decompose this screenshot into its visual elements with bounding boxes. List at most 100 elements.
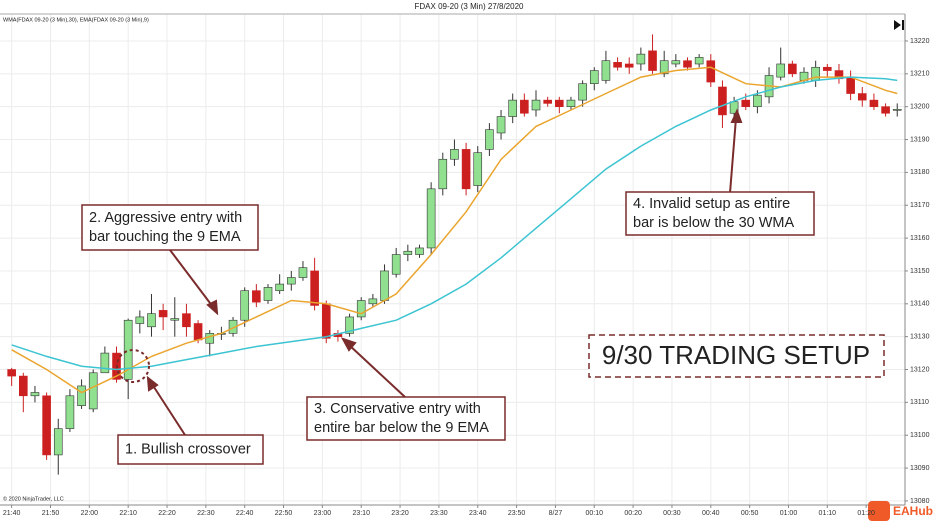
y-tick-label: 13190 (910, 136, 930, 143)
candle-body (857, 93, 867, 101)
candle-body (147, 313, 156, 328)
annotation-text: bar touching the 9 EMA (89, 229, 241, 245)
candle-body (356, 300, 366, 318)
x-tick-label: 22:10 (119, 510, 137, 517)
annotations: 1. Bullish crossover 2. Aggressive entry … (81, 191, 815, 465)
play-icon-bar[interactable] (902, 20, 904, 30)
setup-box (588, 334, 885, 378)
x-tick-label: 00:40 (702, 510, 720, 517)
x-tick-label: 23:50 (508, 510, 526, 517)
candle-body (42, 395, 51, 456)
crossover-circle (116, 349, 150, 383)
annotation-text: 1. Bullish crossover (125, 441, 251, 457)
x-tick-label: 23:20 (391, 510, 409, 517)
candle-body (19, 375, 28, 397)
x-tick-label: 00:30 (663, 510, 681, 517)
x-tick-label: 01:10 (819, 510, 837, 517)
y-tick-label: 13110 (910, 399, 929, 406)
x-tick-label: 23:40 (469, 510, 487, 517)
candle-body (310, 270, 319, 306)
candle-body (380, 270, 389, 301)
candle-body (205, 333, 215, 344)
candle-body (683, 60, 692, 68)
x-tick-label: 01:20 (857, 510, 875, 517)
x-tick-label: 8/27 (549, 510, 563, 517)
y-tick-label: 13210 (910, 71, 930, 78)
x-tick-label: 22:40 (236, 510, 254, 517)
x-tick-label: 21:40 (3, 510, 21, 517)
x-tick-label: 22:00 (81, 510, 99, 517)
candle-body (345, 316, 354, 334)
copyright: © 2020 NinjaTrader, LLC (3, 495, 64, 502)
candle-body (182, 313, 191, 328)
play-icon[interactable] (894, 20, 901, 30)
candle-body (438, 158, 448, 190)
candle-body (368, 298, 378, 305)
plot-area (7, 34, 902, 475)
candle-body (450, 149, 459, 160)
candle-body (473, 152, 483, 186)
y-tick-label: 13170 (910, 202, 930, 209)
candle-body (601, 60, 611, 81)
candle-body (636, 53, 646, 65)
candle-body (823, 66, 832, 71)
candle-body (65, 395, 75, 429)
watermark-logo (868, 501, 890, 521)
candle-body (30, 392, 40, 397)
x-tick-label: 01:00 (780, 510, 798, 517)
x-tick-label: 00:20 (624, 510, 642, 517)
annotation-box (625, 191, 815, 236)
candle-body (275, 283, 284, 291)
candle-body (252, 290, 261, 303)
watermark: EAHub (893, 504, 933, 518)
candle-body (158, 310, 168, 318)
candle-body (415, 247, 424, 255)
candle-body (7, 369, 16, 377)
x-tick-label: 23:00 (314, 510, 332, 517)
y-tick-label: 13160 (910, 235, 930, 242)
y-tick-label: 13130 (910, 333, 930, 340)
chart-title: FDAX 09-20 (3 Min) 27/8/2020 (415, 2, 524, 11)
arrow (151, 383, 186, 436)
y-tick-label: 13200 (910, 104, 930, 111)
annotation-text: 4. Invalid setup as entire (633, 196, 790, 212)
candle-body (659, 60, 669, 75)
x-tick-label: 23:30 (430, 510, 448, 517)
candle-body (694, 57, 704, 65)
candle-body (135, 316, 145, 324)
candle-body (566, 99, 576, 107)
x-tick-label: 21:50 (42, 510, 60, 517)
arrow-head (146, 375, 159, 392)
candle-body (776, 63, 786, 78)
x-tick-label: 23:10 (352, 510, 370, 517)
y-tick-label: 13140 (910, 301, 930, 308)
y-tick-label: 13100 (910, 432, 930, 439)
candle-body (648, 50, 657, 71)
candle-body (555, 99, 564, 107)
y-tick-label: 13150 (910, 268, 930, 275)
setup-title: 9/30 TRADING SETUP (602, 340, 870, 370)
candle-body (403, 250, 413, 255)
scroll-end-button[interactable] (894, 20, 904, 30)
y-tick-label: 13180 (910, 169, 930, 176)
candle-body (263, 287, 273, 301)
candle-body (100, 352, 110, 374)
candle-body (287, 277, 296, 285)
annotation-text: bar is below the 30 WMA (633, 215, 795, 231)
x-tick-label: 00:10 (586, 510, 604, 517)
candle-body (88, 372, 98, 410)
candle-body (788, 63, 797, 75)
candle-body (485, 129, 494, 150)
x-tick-label: 22:20 (158, 510, 176, 517)
y-tick-label: 13220 (910, 38, 930, 45)
x-tick-label: 00:50 (741, 510, 759, 517)
candle-body (543, 99, 552, 104)
candle-body (77, 385, 86, 406)
candle-body (753, 94, 762, 107)
candle-body (613, 62, 622, 68)
candle-body (846, 76, 855, 94)
annotation-arrows (146, 108, 743, 436)
y-tick-label: 13090 (910, 465, 930, 472)
indicator-label: WMA(FDAX 09-20 (3 Min),30), EMA(FDAX 09-… (3, 17, 149, 23)
